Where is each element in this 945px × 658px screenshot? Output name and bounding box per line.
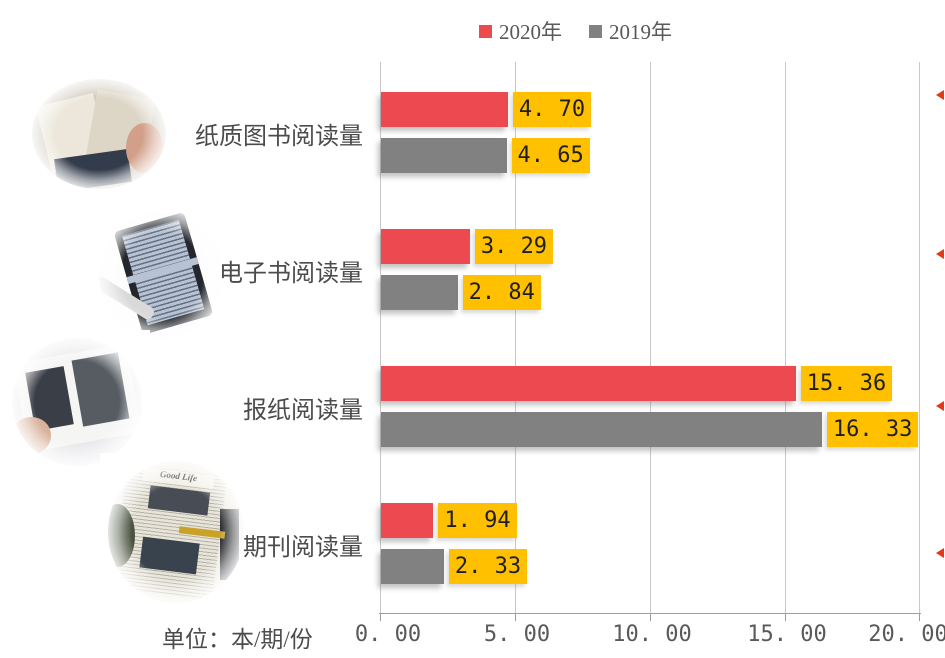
- axis-tick: [650, 614, 651, 621]
- chart-legend: 2020年 2019年: [479, 16, 672, 46]
- data-label-2020年-纸质图书阅读量: 4. 70: [512, 92, 592, 127]
- bar-2019年-纸质图书阅读量: [381, 138, 507, 173]
- x-tick-label: 15. 00: [747, 622, 827, 647]
- gridline: [650, 62, 651, 613]
- ebook-photo: [92, 202, 232, 348]
- category-label-期刊阅读量: 期刊阅读量: [243, 535, 363, 561]
- red-edge-marker-icon: [936, 90, 944, 100]
- data-label-2019年-电子书阅读量: 2. 84: [462, 275, 541, 310]
- photo-vignette: [4, 330, 150, 474]
- bar-2020年-纸质图书阅读量: [381, 92, 508, 127]
- gridline: [515, 62, 516, 613]
- red-edge-marker-icon: [936, 401, 944, 411]
- axis-tick: [919, 614, 920, 621]
- bar-2019年-报纸阅读量: [381, 412, 822, 447]
- photo-vignette: [24, 72, 174, 196]
- data-label-2019年-期刊阅读量: 2. 33: [448, 549, 528, 584]
- legend-item-2020年: 2020年: [479, 16, 562, 46]
- gridline: [919, 62, 920, 613]
- data-label-2019年-纸质图书阅读量: 4. 65: [511, 138, 590, 173]
- magazine-photo: [4, 330, 150, 474]
- bar-2020年-报纸阅读量: [381, 366, 796, 401]
- photo-vignette: [92, 202, 232, 348]
- data-label-2020年-电子书阅读量: 3. 29: [474, 229, 554, 264]
- legend-swatch: [479, 24, 492, 38]
- x-tick-label: 5. 00: [483, 622, 551, 647]
- category-label-报纸阅读量: 报纸阅读量: [243, 398, 363, 424]
- data-label-2020年-期刊阅读量: 1. 94: [438, 503, 517, 538]
- axis-tick: [785, 614, 786, 621]
- gridline: [785, 62, 786, 613]
- paper-book-photo: [24, 72, 174, 196]
- newspaper-photo: Good Life: [100, 453, 252, 611]
- x-axis-tick-labels: 0. 00 5. 00 10. 00 15. 00 20. 00: [355, 622, 945, 652]
- red-edge-marker-icon: [936, 548, 944, 558]
- x-tick-label: 20. 00: [868, 622, 945, 647]
- bar-2020年-期刊阅读量: [381, 503, 434, 538]
- bar-2019年-电子书阅读量: [381, 275, 458, 310]
- x-axis-line: [379, 613, 921, 614]
- data-label-2019年-报纸阅读量: 16. 33: [826, 412, 919, 447]
- category-labels: 纸质图书阅读量电子书阅读量报纸阅读量期刊阅读量: [0, 65, 363, 613]
- x-tick-label: 10. 00: [612, 622, 692, 647]
- legend-swatch: [589, 24, 602, 38]
- photo-vignette: [100, 453, 252, 611]
- legend-label: 2020年: [499, 20, 562, 44]
- bar-2020年-电子书阅读量: [381, 229, 470, 264]
- axis-tick: [515, 614, 516, 621]
- plot-area: 4. 70 4. 65 3. 29 2. 84 15. 36 16. 33 1. 94 2. …: [379, 62, 921, 621]
- bar-2019年-期刊阅读量: [381, 549, 444, 584]
- gridline: [380, 62, 381, 613]
- x-tick-label: 0. 00: [354, 622, 422, 647]
- category-label-纸质图书阅读量: 纸质图书阅读量: [195, 124, 363, 150]
- legend-item-2019年: 2019年: [589, 16, 672, 46]
- category-label-电子书阅读量: 电子书阅读量: [219, 261, 363, 287]
- data-label-2020年-报纸阅读量: 15. 36: [800, 366, 893, 401]
- axis-tick: [380, 614, 381, 621]
- legend-label: 2019年: [609, 20, 672, 44]
- unit-label: 单位：本/期/份: [162, 627, 313, 652]
- red-edge-marker-icon: [936, 249, 944, 259]
